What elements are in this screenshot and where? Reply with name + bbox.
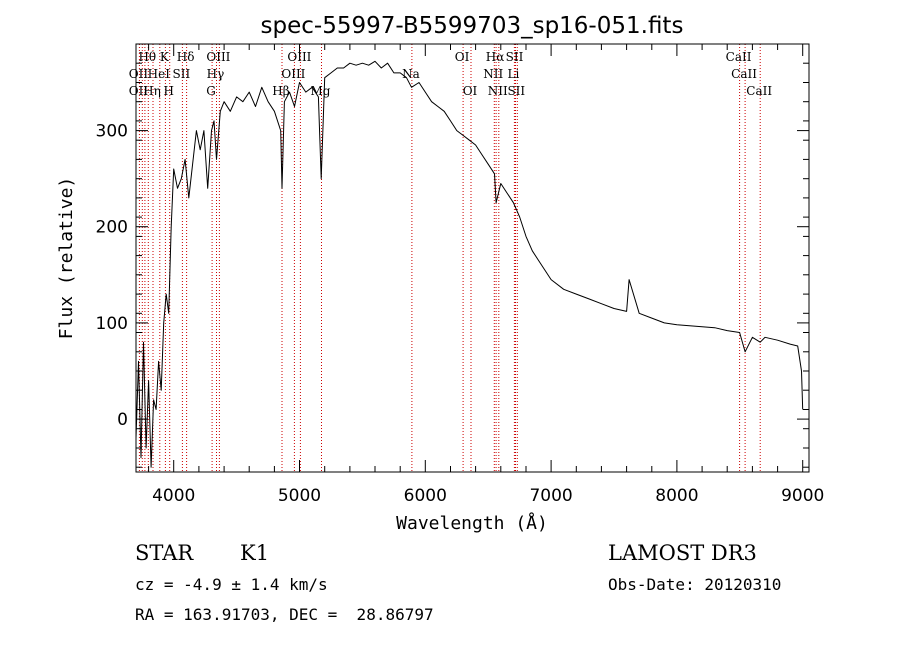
emission-line-label: OI	[463, 84, 478, 98]
y-tick-label: 300	[96, 122, 128, 142]
emission-line-label: CaII	[731, 67, 757, 81]
emission-line-label: OIII	[206, 50, 230, 64]
emission-line-label: SII	[507, 84, 525, 98]
emission-line-label: Hα	[486, 50, 505, 64]
x-tick-label: 8000	[655, 486, 698, 506]
emission-line-label: Hδ	[177, 50, 195, 64]
emission-line-label: NII	[488, 84, 508, 98]
emission-line-label: CaII	[746, 84, 772, 98]
plot-frame	[135, 43, 810, 473]
x-tick-label: 7000	[529, 486, 572, 506]
redshift-velocity: cz = -4.9 ± 1.4 km/s	[135, 575, 328, 594]
y-axis: 0 100 200 300	[96, 62, 809, 468]
emission-line-label: Mg	[311, 84, 331, 98]
emission-line-label: NII	[483, 67, 503, 81]
y-tick-label: 100	[96, 314, 128, 334]
emission-line-label: SII	[506, 50, 524, 64]
emission-line-label: OIII	[287, 50, 311, 64]
sky-coordinates: RA = 163.91703, DEC = 28.86797	[135, 605, 434, 624]
emission-line-label: Na	[402, 67, 420, 81]
emission-line-label: H	[163, 84, 173, 98]
emission-line-label: CaII	[726, 50, 752, 64]
y-tick-label: 0	[117, 410, 128, 430]
x-axis-label: Wavelength (Å)	[396, 512, 548, 534]
x-axis: 4000 5000 6000 7000 8000 9000	[148, 44, 824, 506]
spectrum-line	[135, 60, 804, 468]
emission-line-label: SII	[173, 67, 191, 81]
survey-name: LAMOST DR3	[608, 541, 757, 565]
spectral-subclass: K1	[240, 541, 269, 565]
emission-line-label: Hη	[143, 84, 161, 98]
observation-date: Obs-Date: 20120310	[608, 575, 781, 594]
x-tick-label: 9000	[781, 486, 824, 506]
emission-line-label: HeI	[148, 67, 171, 81]
object-class: STAR	[135, 541, 194, 565]
emission-line-label: OI	[455, 50, 470, 64]
x-tick-label: 4000	[152, 486, 195, 506]
emission-line-label: G	[206, 84, 216, 98]
emission-line-label: K	[160, 50, 170, 64]
emission-line-label: Hγ	[207, 67, 225, 81]
emission-line-markers	[138, 44, 761, 472]
emission-line-label: Hθ	[138, 50, 156, 64]
x-tick-label: 6000	[404, 486, 447, 506]
emission-line-label: OIII	[281, 67, 305, 81]
y-axis-label: Flux (relative)	[56, 177, 77, 340]
emission-line-label: OII	[129, 84, 149, 98]
chart-title: spec-55997-B5599703_sp16-051.fits	[261, 13, 684, 39]
emission-line-label: OII	[129, 67, 149, 81]
emission-line-label: Hβ	[272, 84, 289, 98]
x-tick-label: 5000	[278, 486, 321, 506]
y-tick-label: 200	[96, 218, 128, 238]
emission-line-label: Li	[507, 67, 519, 81]
